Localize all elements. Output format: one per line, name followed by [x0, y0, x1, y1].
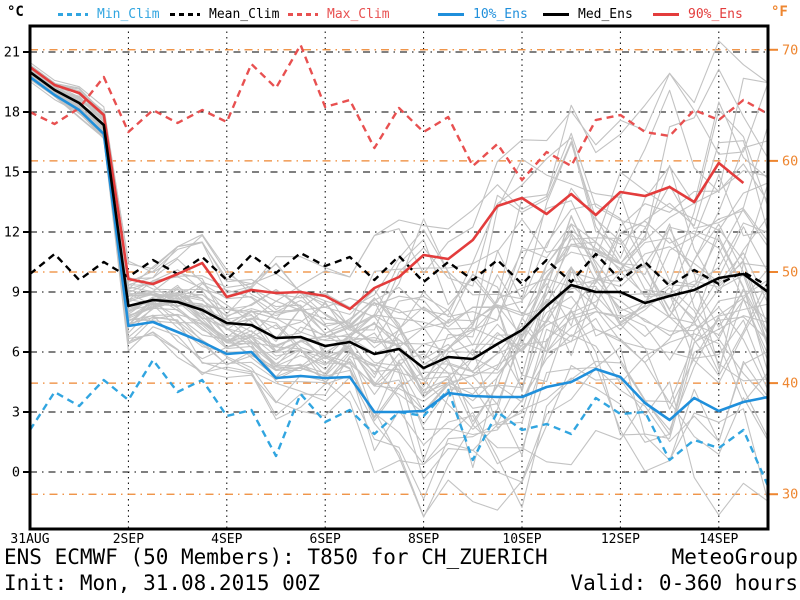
legend-label: Med_Ens	[578, 6, 633, 22]
90-ens-swatch-icon	[653, 12, 679, 16]
brand-label: MeteoGroup	[671, 545, 798, 569]
legend-item-90-ens: 90%_Ens	[653, 6, 743, 22]
init-time-label: Init: Mon, 31.08.2015 00Z	[4, 571, 321, 595]
right-axis-tick-label: 40	[782, 376, 798, 392]
right-axis-tick-label: 50	[782, 265, 798, 281]
series-line-med-ens	[30, 70, 768, 370]
x-axis-tick-label: 10SEP	[502, 532, 541, 545]
ensemble-member-line	[30, 75, 768, 465]
valid-range-label: Valid: 0-360 hours	[570, 571, 798, 595]
legend-label: Max_Clim	[327, 6, 390, 22]
left-axis-tick-label: 21	[4, 45, 20, 61]
ensemble-member-line	[30, 75, 768, 425]
chart-title-line: ENS ECMWF (50 Members): T850 for CH_ZUER…	[4, 545, 798, 569]
right-axis-unit-label: °F	[771, 4, 788, 20]
ensemble-member-line	[30, 77, 768, 500]
right-axis-tick-label: 70	[782, 42, 798, 58]
ensemble-member-line	[30, 64, 768, 346]
legend-item-min-clim: Min_Clim	[58, 6, 160, 22]
left-axis-tick-label: 12	[4, 225, 20, 241]
legend-item-max-clim: Max_Clim	[288, 6, 390, 22]
x-axis-tick-label: 6SEP	[310, 532, 341, 545]
ensemble-member-line	[30, 40, 768, 302]
series-line-max-clim	[30, 43, 768, 182]
ensemble-member-line	[30, 76, 768, 456]
right-axis-tick-label: 60	[782, 153, 798, 169]
ensemble-member-line	[30, 75, 768, 414]
legend-label: 90%_Ens	[688, 6, 743, 22]
ensemble-member-line	[30, 66, 768, 335]
chart-subtitle-line: Init: Mon, 31.08.2015 00Z Valid: 0-360 h…	[4, 571, 798, 595]
left-axis-tick-label: 0	[12, 465, 20, 481]
chart-title: ENS ECMWF (50 Members): T850 for CH_ZUER…	[4, 545, 548, 569]
x-axis-tick-label: 14SEP	[699, 532, 738, 545]
ensemble-member-line	[30, 74, 768, 443]
meteogram-chart: 31AUG 2SEP 4SEP 6SEP 8SEP 10SEP 12SEP 14SEP3040…	[4, 24, 798, 545]
legend-label: Mean_Clim	[209, 6, 280, 22]
left-axis-tick-label: 15	[4, 165, 20, 181]
x-axis-tick-label: 2SEP	[113, 532, 144, 545]
left-axis-tick-label: 18	[4, 105, 20, 121]
x-axis-tick-label: 31AUG	[10, 532, 49, 545]
mean-clim-swatch-icon	[170, 12, 200, 16]
x-axis-tick-label: 4SEP	[211, 532, 242, 545]
ensemble-member-line	[30, 70, 768, 349]
ensemble-member-line	[30, 61, 768, 294]
ensemble-member-line	[30, 71, 768, 380]
ensemble-member-line	[30, 68, 768, 310]
legend-label: Min_Clim	[97, 6, 160, 22]
legend-label: 10%_Ens	[473, 6, 528, 22]
left-axis-unit-label: °C	[7, 4, 24, 20]
series-line-90-ens	[30, 65, 745, 311]
min-clim-swatch-icon	[58, 12, 88, 16]
series-line-10-ens	[30, 75, 768, 422]
legend-item-10-ens: 10%_Ens	[438, 6, 528, 22]
ensemble-member-line	[30, 66, 768, 327]
left-axis-tick-label: 9	[12, 285, 20, 301]
ensemble-member-line	[30, 73, 768, 361]
legend-item-med-ens: Med_Ens	[543, 6, 633, 22]
max-clim-swatch-icon	[288, 12, 318, 16]
right-axis-tick-label: 30	[782, 487, 798, 503]
ensemble-member-line	[30, 66, 768, 366]
ensemble-member-line	[30, 76, 768, 469]
med-ens-swatch-icon	[543, 12, 569, 16]
ensemble-member-line	[30, 65, 768, 356]
10-ens-swatch-icon	[438, 12, 464, 16]
x-axis-tick-label: 12SEP	[601, 532, 640, 545]
plot-border	[28, 24, 770, 531]
legend-item-mean-clim: Mean_Clim	[170, 6, 279, 22]
ensemble-member-line	[30, 70, 768, 381]
series-line-mean-clim	[30, 251, 768, 288]
left-axis-tick-label: 6	[12, 345, 20, 361]
left-axis-tick-label: 3	[12, 405, 20, 421]
ensemble-member-line	[30, 65, 768, 325]
ensemble-member-line	[30, 75, 768, 517]
x-axis-tick-label: 8SEP	[408, 532, 439, 545]
